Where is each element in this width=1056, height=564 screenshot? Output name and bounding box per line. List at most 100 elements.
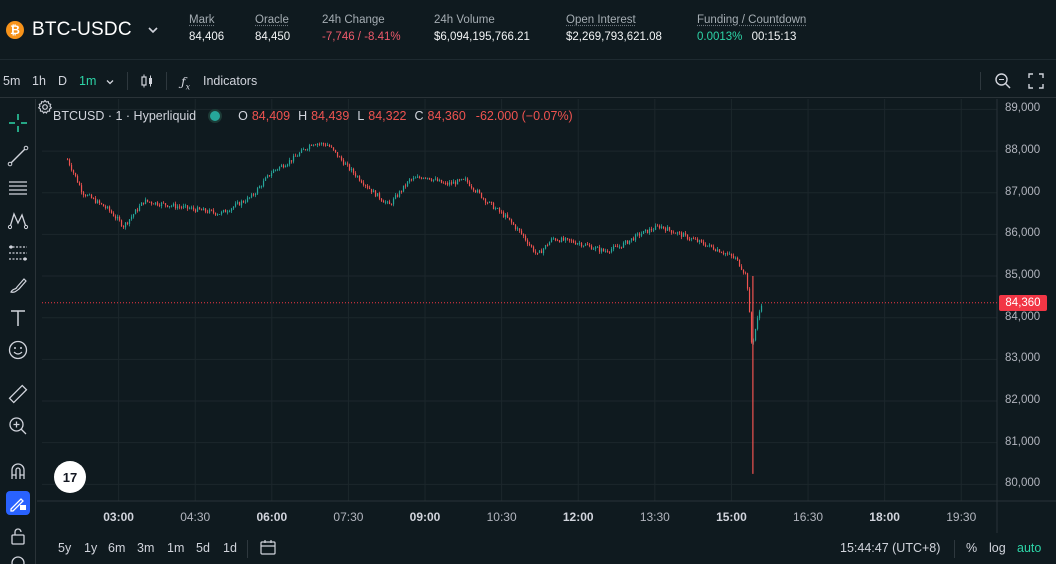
candle-body (700, 240, 703, 242)
candle-body (718, 249, 721, 253)
candle-body (566, 238, 569, 240)
trend-line-tool[interactable] (6, 144, 30, 168)
candle-body (68, 159, 71, 166)
log-toggle[interactable]: log (989, 541, 1006, 555)
candle-body (680, 232, 683, 237)
candle-body (74, 172, 77, 177)
horizontal-lines-tool[interactable] (6, 176, 30, 200)
price-tick-label: 80,000 (1005, 477, 1041, 490)
candle-body (670, 230, 673, 233)
legend-high-key: H (298, 109, 308, 123)
candle-body (230, 208, 233, 212)
pattern-tool[interactable] (6, 208, 30, 232)
candle-body (752, 340, 755, 343)
legend-high: 84,439 (311, 109, 350, 123)
range-1y[interactable]: 1y (84, 541, 98, 555)
candle-body (418, 176, 421, 178)
function-icon[interactable]: ƒx (181, 74, 191, 92)
candle-body (282, 165, 285, 168)
emoji-tool[interactable] (6, 338, 30, 362)
candle-body (440, 179, 443, 183)
magnet-tool[interactable] (6, 459, 30, 483)
candle-body (142, 202, 145, 204)
candle-body (182, 206, 185, 208)
drawing-tools-panel (0, 99, 36, 564)
candle-body (368, 187, 371, 189)
candle-body (630, 238, 633, 241)
candle-body (110, 210, 113, 214)
candle-body (712, 246, 715, 250)
price-chart[interactable]: BTCUSD · 1 · Hyperliquid O 84,409 H 84,439… (37, 99, 1056, 564)
interval-d[interactable]: D (58, 74, 68, 88)
candle-body (128, 219, 131, 224)
change-label: 24h Change (322, 14, 385, 26)
candle-body (328, 144, 331, 147)
zoom-in-tool[interactable] (6, 414, 30, 438)
candle-body (564, 238, 567, 241)
candle-body (638, 233, 641, 236)
candle-body (542, 248, 545, 254)
percent-toggle[interactable]: % (966, 541, 978, 555)
visibility-tool[interactable] (6, 551, 30, 564)
range-6m[interactable]: 6m (108, 541, 126, 555)
brush-tool[interactable] (6, 273, 30, 297)
indicators-button[interactable]: Indicators (203, 74, 258, 88)
chevron-down-icon[interactable] (104, 76, 116, 88)
smiley-icon (8, 340, 28, 360)
legend-change: -62.000 (−0.07%) (475, 109, 573, 123)
crosshair-tool[interactable] (6, 111, 30, 135)
candle-body (348, 164, 351, 171)
tradingview-logo[interactable]: 17 (54, 461, 86, 493)
unlock-icon (11, 528, 25, 545)
pair-selector[interactable]: ₿ BTC-USDC (6, 19, 160, 41)
candle-body (748, 288, 751, 313)
candle-body (536, 252, 539, 254)
candle-body (546, 245, 549, 246)
candle-body (178, 206, 181, 208)
fib-tool[interactable] (6, 241, 30, 265)
brush-icon (10, 278, 27, 293)
candle-body (392, 198, 395, 205)
legend-close-key: C (414, 109, 424, 123)
candle-body (414, 177, 417, 179)
candle-body (70, 165, 73, 171)
auto-toggle[interactable]: auto (1017, 541, 1042, 555)
fullscreen-icon[interactable] (1028, 73, 1044, 89)
candle-body (304, 149, 307, 151)
candle-body (194, 209, 197, 212)
interval-1m[interactable]: 1m (79, 74, 97, 88)
range-1d[interactable]: 1d (223, 541, 237, 555)
candle-body (618, 246, 621, 248)
date-range-icon[interactable] (259, 539, 277, 557)
price-tick-label: 86,000 (1005, 227, 1041, 240)
candle-body (228, 211, 231, 212)
range-3m[interactable]: 3m (137, 541, 155, 555)
fibonacci-icon (9, 245, 27, 261)
candle-body (130, 216, 133, 220)
zoom-search-icon[interactable] (994, 72, 1012, 90)
text-tool[interactable] (6, 306, 30, 330)
ruler-tool[interactable] (6, 382, 30, 406)
range-1m[interactable]: 1m (167, 541, 185, 555)
candle-body (134, 209, 137, 215)
candle-body (540, 250, 543, 254)
candle-body (510, 219, 513, 223)
candle-body (372, 190, 375, 193)
lock-drawing-tool[interactable] (6, 491, 30, 515)
candle-body (606, 250, 609, 252)
range-5d[interactable]: 5d (196, 541, 210, 555)
clock-timezone[interactable]: 15:44:47 (UTC+8) (840, 541, 941, 555)
candle-body (532, 246, 535, 252)
range-5y[interactable]: 5y (58, 541, 72, 555)
candle-body (330, 146, 333, 148)
candle-body (364, 185, 367, 186)
interval-5m[interactable]: 5m (3, 74, 21, 88)
lock-tool[interactable] (6, 524, 30, 548)
settings-gear-icon[interactable] (37, 99, 53, 115)
chart-canvas[interactable] (37, 99, 1056, 533)
candle-body (456, 179, 459, 185)
candlestick-icon[interactable] (139, 73, 155, 89)
candle-body (636, 233, 639, 235)
mark-value: 84,406 (189, 31, 225, 43)
interval-1h[interactable]: 1h (32, 74, 46, 88)
